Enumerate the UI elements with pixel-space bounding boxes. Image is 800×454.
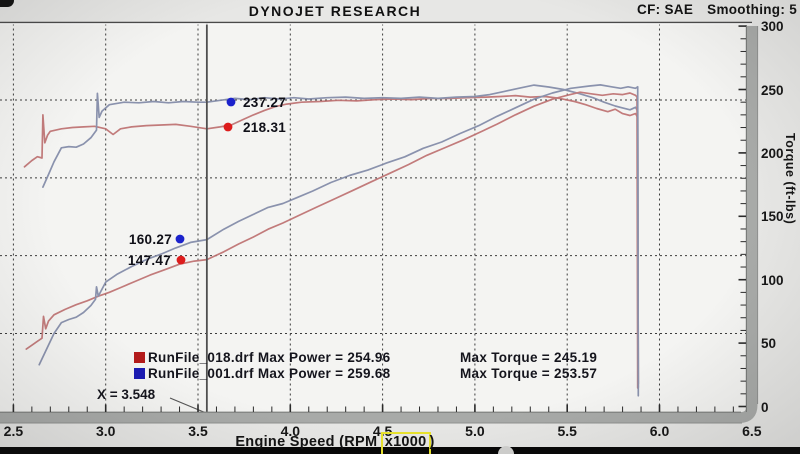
cf-label: CF: SAE — [637, 2, 694, 17]
torque-axis-title: Torque (ft-lbs) — [783, 133, 797, 225]
page-title: DYNOJET RESEARCH — [248, 3, 422, 19]
correction-info: CF: SAE Smoothing: 5 — [637, 2, 797, 17]
torque-curve-runfile-018-drf — [23, 94, 640, 385]
x-tick-label: 6.5 — [742, 423, 762, 439]
torque-tick-label: 250 — [761, 82, 784, 98]
grid — [0, 23, 746, 412]
torque-curve-runfile-001-drf — [42, 84, 640, 389]
x1000-highlight-box: x1000 — [380, 432, 431, 454]
axis-frame-bar — [0, 26, 758, 423]
x-tick-label: 2.5 — [3, 423, 24, 439]
readout-value-torque: 218.31 — [243, 120, 287, 135]
video-timeline-bar[interactable] — [0, 447, 800, 454]
torque-tick-label: 150 — [761, 209, 784, 225]
readout-value-torque: 237.27 — [243, 95, 287, 110]
readout-value-power: 160.27 — [128, 232, 172, 247]
legend-run001-power: RunFile_001.drf Max Power = 259.68 — [148, 366, 391, 381]
x-axis-title-pre: Engine Speed (RPM — [235, 434, 382, 450]
torque-tick-label: 50 — [761, 336, 777, 352]
torque-tick-label: 300 — [761, 19, 784, 35]
x-tick-label: 3.0 — [95, 423, 116, 439]
playhead-marker-icon[interactable] — [498, 446, 514, 454]
legend-swatch-red — [134, 352, 145, 363]
torque-axis-ticks — [738, 25, 746, 408]
power-curve-runfile-001-drf — [38, 84, 640, 397]
readout-value-power: 147.47 — [127, 253, 171, 268]
readout-dot-power-undefined — [175, 234, 185, 244]
smoothing-label: Smoothing: 5 — [707, 2, 797, 17]
x-tick-label: 4.5 — [372, 423, 393, 439]
power-curve-runfile-018-drf — [25, 91, 639, 389]
cursor-pointer-line — [169, 397, 206, 414]
video-corner-artifact — [0, 0, 14, 7]
torque-tick-label: 0 — [761, 399, 769, 415]
readout-dot-torque-undefined — [226, 97, 236, 107]
x-tick-label: 3.5 — [188, 423, 208, 439]
readout-dot-torque-undefined — [223, 122, 233, 132]
torque-tick-label: 200 — [761, 145, 784, 161]
readout-dot-power-undefined — [176, 255, 186, 265]
x-tick-label: 6.0 — [649, 423, 670, 439]
x-axis-title: Engine Speed (RPM x1000) — [0, 432, 670, 454]
axis-frame-outer-edge — [0, 26, 759, 424]
legend-run018-torque: Max Torque = 245.19 — [460, 350, 598, 365]
x-axis-title-post: ) — [429, 434, 435, 450]
x-tick-label: 5.0 — [465, 423, 485, 439]
dyno-curves — [23, 84, 640, 397]
x-axis-ticks — [12, 404, 734, 412]
axis-frame-inner-edge — [0, 25, 747, 413]
cursor-x-readout: X = 3.548 — [97, 387, 156, 402]
x-tick-label: 4.0 — [280, 423, 301, 439]
legend-swatch-blue — [134, 368, 145, 379]
legend-run018-power: RunFile_018.drf Max Power = 254.96 — [148, 350, 391, 365]
torque-tick-label: 100 — [761, 272, 784, 288]
legend-run001-torque: Max Torque = 253.57 — [460, 366, 598, 381]
x-tick-label: 5.5 — [557, 423, 577, 439]
